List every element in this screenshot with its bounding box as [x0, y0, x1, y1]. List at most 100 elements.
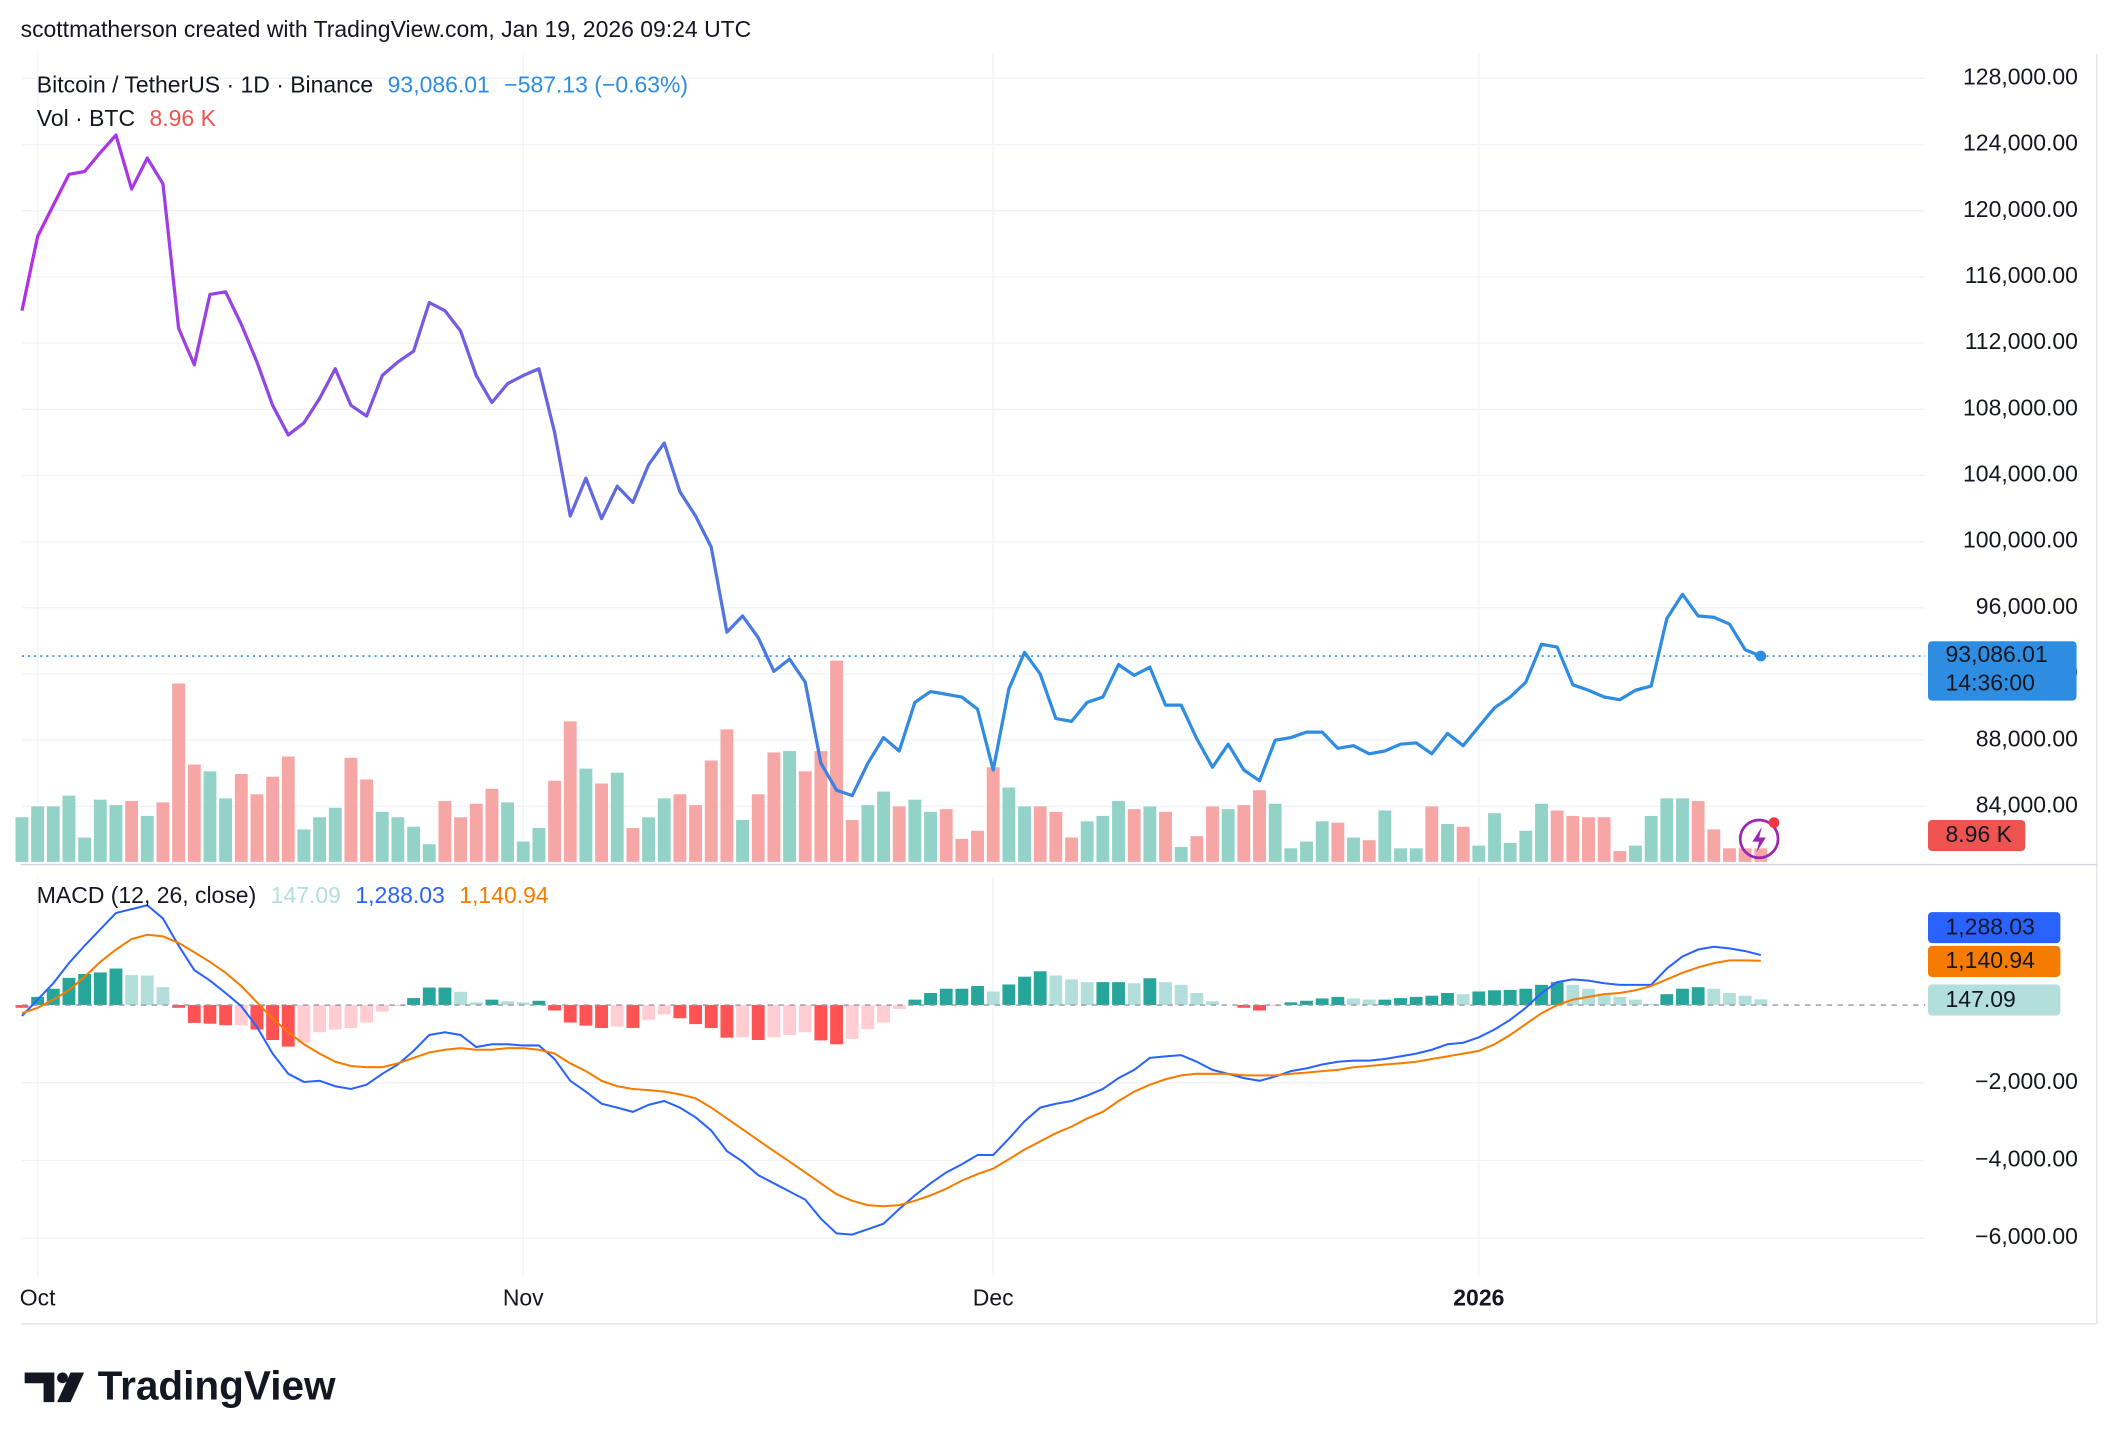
volume-bar: [1096, 815, 1110, 862]
volume-bar: [563, 721, 577, 862]
logo-mark: [24, 1372, 55, 1403]
volume-bar: [1566, 815, 1580, 862]
histogram-bar: [1535, 984, 1548, 1006]
macd-tag: [1927, 912, 2061, 944]
histogram-bar: [1112, 982, 1125, 1006]
histogram-bar: [1425, 995, 1439, 1006]
histogram-bar: [187, 1005, 201, 1023]
volume-bar: [422, 844, 436, 862]
histogram-bar: [1253, 1005, 1266, 1011]
volume-bar: [1613, 851, 1627, 862]
x-tick-label: Nov: [503, 1285, 544, 1311]
histogram-bar: [156, 987, 170, 1006]
histogram-bar: [1347, 998, 1360, 1006]
volume-bar: [595, 783, 608, 862]
volume-bar: [31, 806, 45, 862]
histogram-bar: [407, 998, 421, 1006]
volume-bar: [109, 805, 123, 862]
y-tick-label: 100,000.00: [1963, 527, 2078, 553]
volume-bar: [297, 829, 311, 862]
macd-title: MACD (12, 26, close): [37, 882, 256, 908]
y-tick-label: 124,000.00: [1963, 130, 2078, 156]
volume-bar: [1174, 846, 1188, 862]
y-tick-label: 84,000.00: [1976, 791, 2078, 817]
volume-bar: [407, 826, 421, 862]
volume-bar: [908, 799, 922, 862]
x-tick-label: Oct: [20, 1285, 56, 1311]
histogram-bar: [1033, 971, 1047, 1006]
histogram-bar: [1754, 999, 1768, 1006]
histogram-bar: [1284, 1002, 1298, 1006]
volume-bar: [438, 801, 452, 862]
macd-legend: MACD (12, 26, close) 147.09 1,288.03 1,1…: [37, 882, 549, 908]
volume-bar: [360, 779, 374, 862]
volume-bar: [203, 771, 217, 862]
volume-bar: [187, 764, 201, 862]
volume-bar: [501, 802, 515, 862]
volume-bar: [1315, 821, 1329, 862]
volume-bar: [1676, 798, 1689, 862]
volume-bar: [140, 815, 154, 862]
histogram-bar: [15, 1005, 29, 1008]
histogram-bar: [861, 1005, 875, 1030]
y-tick-label: −6,000.00: [1975, 1223, 2078, 1249]
histogram-bar: [1127, 983, 1141, 1006]
histogram-bar: [1676, 988, 1689, 1006]
histogram-bar: [1644, 1003, 1658, 1006]
volume-bar: [328, 807, 342, 862]
histogram-bar: [140, 975, 154, 1006]
volume-bar: [1268, 803, 1282, 862]
histogram-bar: [1206, 1001, 1219, 1006]
volume-bar: [1503, 842, 1517, 862]
volume-bar: [1644, 815, 1658, 862]
volume-bar: [250, 794, 264, 862]
volume-bar: [971, 830, 984, 862]
volume-bar: [892, 806, 906, 862]
volume-bar: [1284, 848, 1298, 862]
y-tick-label: 104,000.00: [1963, 461, 2078, 487]
histogram-bar: [1096, 982, 1110, 1006]
histogram-bar: [78, 973, 92, 1006]
histogram-value: 147.09: [271, 882, 341, 908]
symbol-name: Bitcoin / TetherUS · 1D · Binance: [37, 72, 373, 98]
histogram-bar: [1159, 982, 1172, 1006]
histogram-bar: [1597, 994, 1611, 1006]
histogram-bar: [1723, 993, 1736, 1006]
histogram-bar: [595, 1005, 608, 1028]
histogram-bar: [1237, 1005, 1251, 1008]
volume-bar: [1707, 829, 1721, 862]
indicator-icon: [1738, 817, 1780, 860]
volume-bar: [1143, 806, 1157, 862]
histogram-bar: [563, 1005, 577, 1023]
volume-bar: [469, 803, 483, 862]
histogram-bar: [1488, 990, 1501, 1006]
price-change: −587.13 (−0.63%): [504, 72, 688, 98]
volume-bar: [1300, 841, 1313, 862]
volume-bar: [516, 841, 530, 862]
y-tick-label: 128,000.00: [1963, 63, 2078, 89]
volume-bar: [1362, 840, 1376, 862]
volume-bar: [172, 683, 186, 862]
volume-bar: [62, 795, 76, 862]
histogram-bar: [125, 975, 139, 1006]
volume-bar: [1629, 845, 1642, 862]
macd-tag-value: 1,140.94: [1946, 947, 2036, 973]
volume-bar: [313, 817, 327, 862]
y-tick-label: −4,000.00: [1975, 1145, 2078, 1171]
histogram-bar: [971, 986, 984, 1006]
macd-tag-value: 147.09: [1946, 986, 2016, 1012]
y-tick-label: 112,000.00: [1965, 328, 2078, 354]
histogram-bar: [328, 1005, 342, 1030]
volume-bar: [673, 794, 687, 862]
histogram-bar: [1394, 998, 1407, 1006]
histogram-bar: [422, 987, 436, 1006]
histogram-bar: [798, 1005, 812, 1033]
icon-ring: [1738, 818, 1780, 860]
histogram-bar: [673, 1005, 687, 1019]
volume-bar: [391, 817, 405, 862]
y-tick-label: 88,000.00: [1976, 725, 2078, 751]
histogram-bar: [626, 1005, 640, 1028]
histogram-bar: [344, 1005, 358, 1028]
histogram-bar: [281, 1005, 295, 1047]
